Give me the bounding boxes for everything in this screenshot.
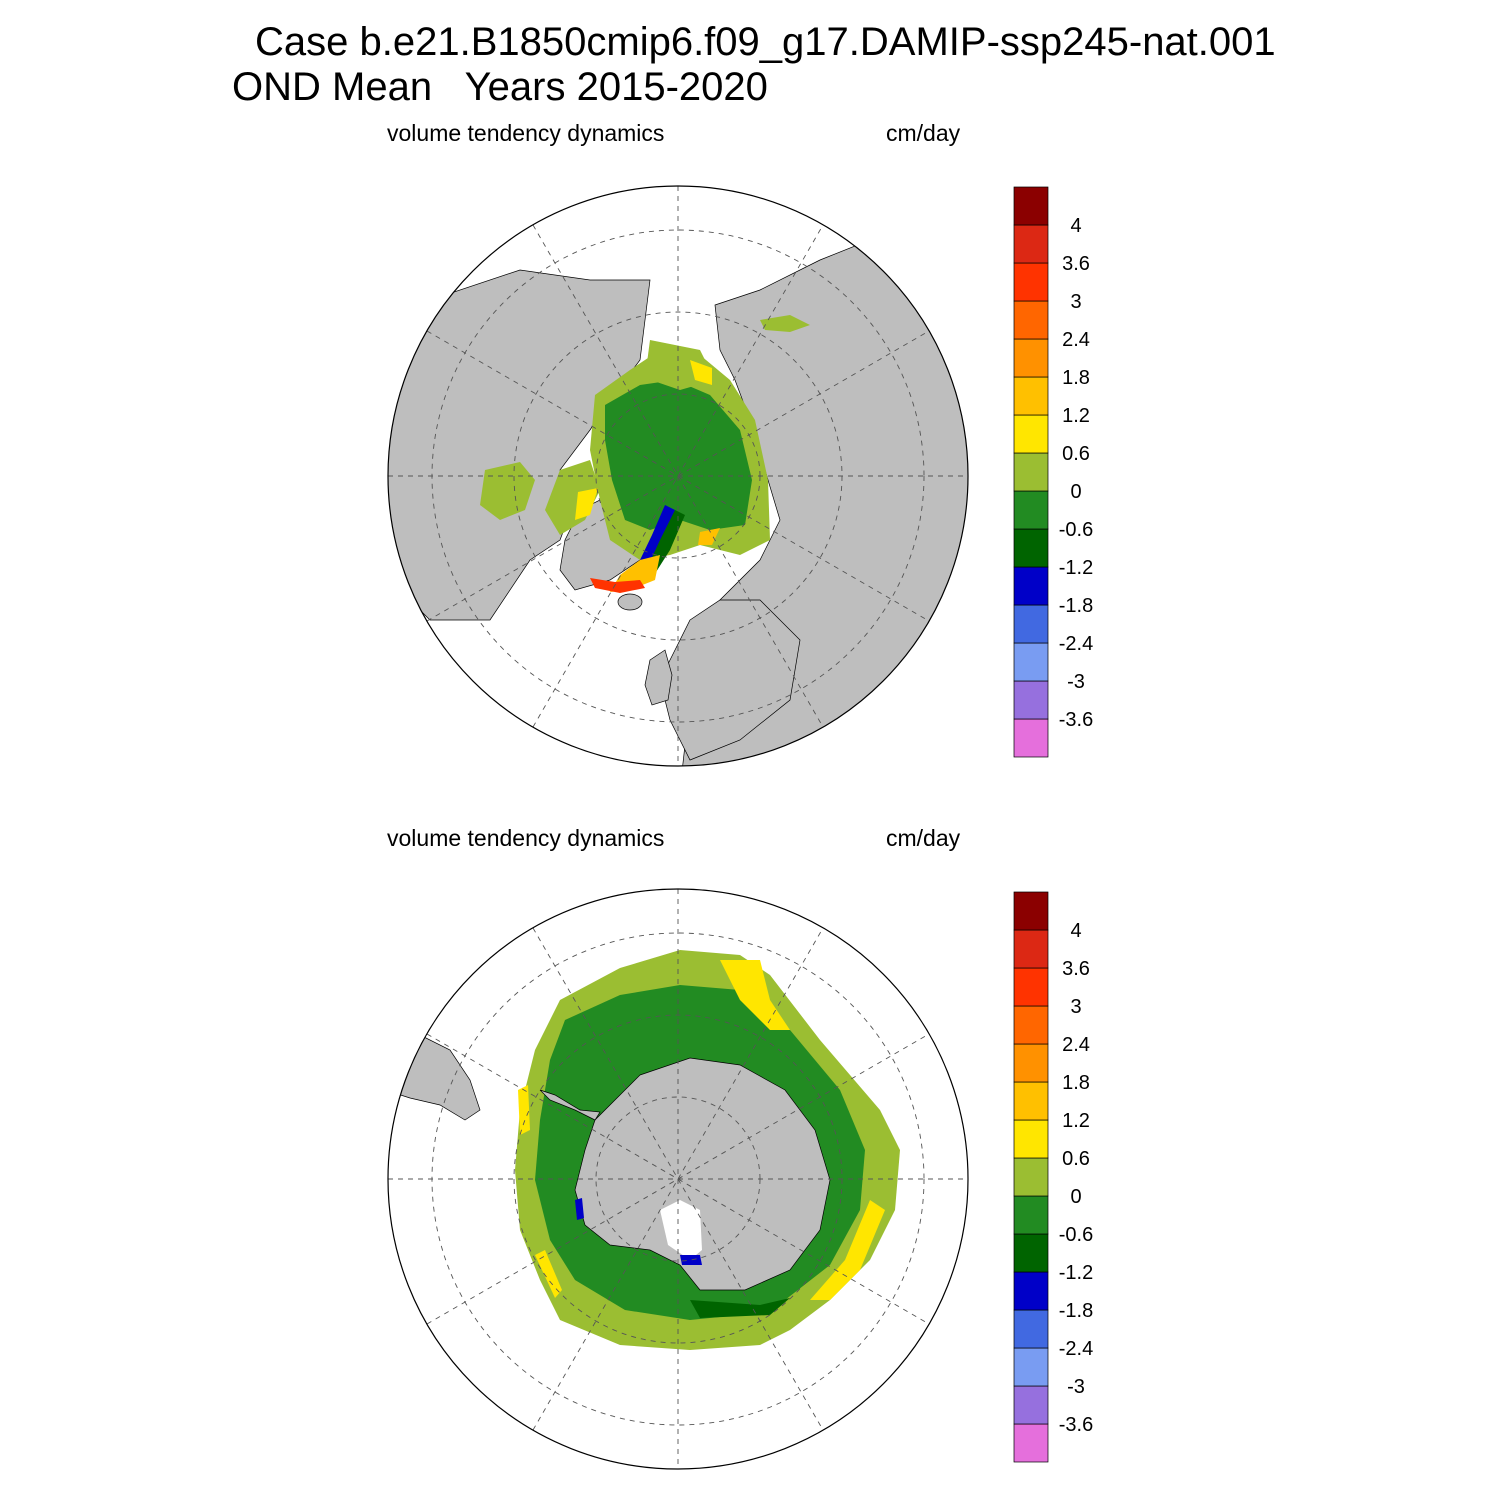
sh-ice-yellow-west [535,1250,562,1298]
colorbar-box [1013,680,1049,720]
colorbar-tick-label: -1.8 [1059,595,1093,617]
colorbar-box [1013,224,1049,264]
sh-ice-blue-amundsen [575,1198,584,1220]
figure-title-line-2: OND Mean Years 2015-2020 [232,65,768,109]
sh-ice-yellow-weddell [720,960,790,1030]
sh-colorbar: 4 3.6 3 2.4 1.8 1.2 0.6 0 -0.6 -1.2 -1.8 -2.4 -3 -3.6 [1013,891,1093,1463]
colorbar-tick-label: 4 [1070,920,1081,942]
nh-units-label: cm/day [886,120,961,146]
colorbar-box [1013,566,1049,606]
colorbar-box [1013,300,1049,340]
colorbar-tick-label: 0 [1070,481,1081,503]
colorbar-tick-label: 0 [1070,1186,1081,1208]
colorbar-tick-label: -2.4 [1059,1338,1093,1360]
colorbar-box [1013,376,1049,416]
nh-ice-baffin-yellow [575,488,598,520]
figure-title-line-1: Case b.e21.B1850cmip6.f09_g17.DAMIP-ssp2… [255,20,1276,64]
nh-ice-zone-green [605,380,752,530]
sh-ice-yellow-east [810,1200,885,1300]
colorbar-box [1013,1309,1049,1349]
colorbar-tick-label: 3.6 [1062,253,1090,275]
colorbar-box [1013,1233,1049,1273]
colorbar-box [1013,1005,1049,1045]
nh-map-border [387,185,969,767]
colorbar-box [1013,967,1049,1007]
sh-ross-sea [660,1200,702,1260]
sh-ice-blue-ross [680,1255,702,1265]
colorbar-box [1013,718,1049,758]
colorbar-tick-label: 1.2 [1062,405,1090,427]
sh-land-antarctica [574,1057,831,1291]
nh-land-iceland [617,593,643,611]
colorbar-tick-label: -0.6 [1059,519,1093,541]
colorbar-box [1013,1347,1049,1387]
colorbar-box [1013,528,1049,568]
colorbar-tick-label: -1.2 [1059,1262,1093,1284]
sh-graticule [388,889,968,1469]
colorbar-box [1013,1195,1049,1235]
colorbar-tick-label: -0.6 [1059,1224,1093,1246]
sh-map-border [387,888,969,1470]
sh-map [387,888,969,1470]
colorbar-tick-label: 2.4 [1062,329,1090,351]
colorbar-tick-label: -3 [1067,671,1085,693]
colorbar-box [1013,414,1049,454]
sh-left-label: volume tendency dynamics [387,825,665,851]
colorbar-tick-label: 2.4 [1062,1034,1090,1056]
sh-ice-darkgreen-south [690,1298,790,1318]
sh-units-label: cm/day [886,825,961,851]
colorbar-box [1013,1157,1049,1197]
colorbar-box [1013,452,1049,492]
colorbar-tick-label: 1.8 [1062,1072,1090,1094]
nh-land-british-isles [644,649,673,706]
sh-ice-yellow-north [518,1085,530,1135]
sh-land-antarctic-peninsula [539,1089,601,1121]
colorbar-box [1013,604,1049,644]
colorbar-tick-label: -2.4 [1059,633,1093,655]
colorbar-box [1013,1081,1049,1121]
colorbar-tick-label: 0.6 [1062,1148,1090,1170]
nh-map [387,185,969,767]
nh-ice-okhotsk-patch [760,315,810,332]
colorbar-box [1013,1043,1049,1083]
colorbar-tick-label: 1.2 [1062,1110,1090,1132]
colorbar-tick-label: 3 [1070,996,1081,1018]
colorbar-tick-label: 3.6 [1062,958,1090,980]
nh-ice-chukchi-yellow [690,360,712,385]
colorbar-tick-label: -3.6 [1059,709,1093,731]
colorbar-tick-label: -1.8 [1059,1300,1093,1322]
colorbar-box [1013,338,1049,378]
colorbar-box [1013,1385,1049,1425]
colorbar-box [1013,642,1049,682]
colorbar-box [1013,891,1049,931]
colorbar-box [1013,929,1049,969]
nh-colorbar: 4 3.6 3 2.4 1.8 1.2 0.6 0 -0.6 -1.2 -1.8 -2.4 -3 -3.6 [1013,186,1093,758]
colorbar-tick-label: 0.6 [1062,443,1090,465]
colorbar-box [1013,1423,1049,1463]
nh-ice-denmark-strait-red [590,578,645,593]
nh-left-label: volume tendency dynamics [387,120,665,146]
colorbar-tick-label: -3 [1067,1376,1085,1398]
colorbar-box [1013,1119,1049,1159]
colorbar-box [1013,262,1049,302]
nh-ice-hudson-bay [480,462,535,520]
colorbar-tick-label: 3 [1070,291,1081,313]
colorbar-tick-label: -1.2 [1059,557,1093,579]
colorbar-tick-label: 4 [1070,215,1081,237]
nh-ice-barents-edge [698,528,720,545]
colorbar-box [1013,186,1049,226]
colorbar-tick-label: 1.8 [1062,367,1090,389]
colorbar-tick-label: -3.6 [1059,1414,1093,1436]
nh-ice-fram-strait-blue [640,505,675,565]
colorbar-box [1013,1271,1049,1311]
colorbar-box [1013,490,1049,530]
nh-graticule [388,186,968,766]
